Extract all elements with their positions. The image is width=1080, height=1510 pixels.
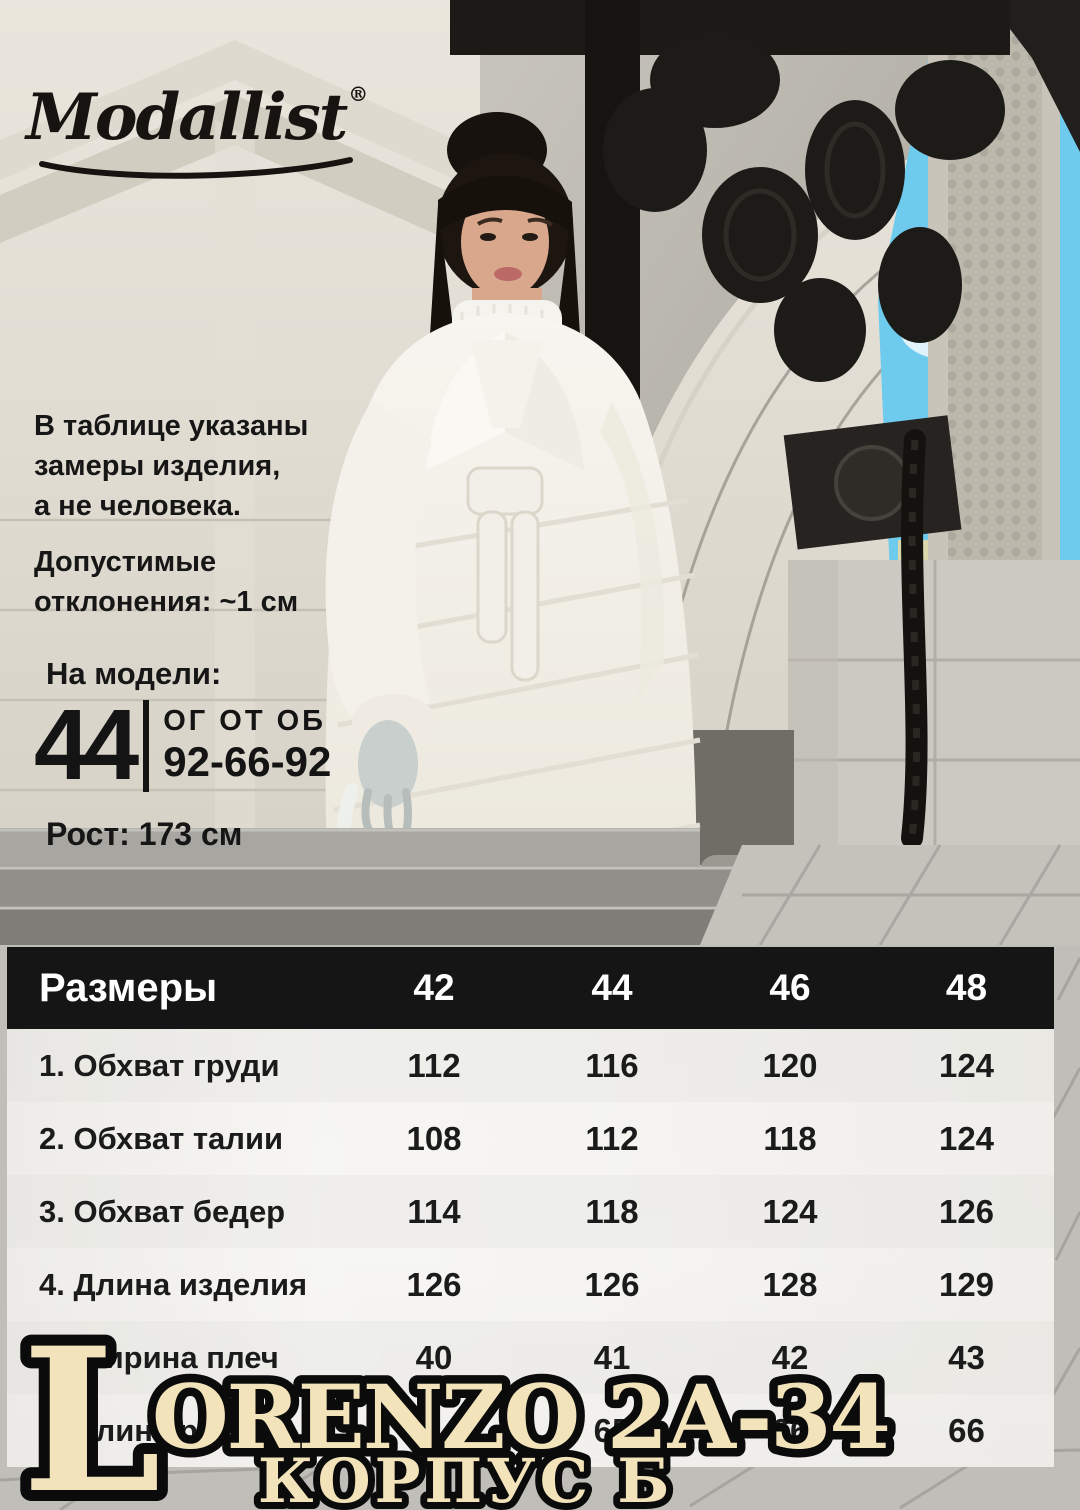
on-model-label: На модели: <box>46 656 222 691</box>
size-column-48: 48 <box>945 967 988 1008</box>
note-line: а не человека. <box>34 490 241 522</box>
table-row-length: 4. Длина изделия 126 126 128 129 <box>7 1248 1054 1321</box>
table-cell: 128 <box>762 1265 818 1303</box>
tolerance-line: Допустимые <box>34 546 217 578</box>
brand-logo: Modallist ® <box>26 82 368 150</box>
size-table-body: 1. Обхват груди 112 116 120 124 2. Обхва… <box>7 1029 1054 1467</box>
watermark-initial: L <box>22 1304 161 1510</box>
table-cell: 118 <box>585 1192 639 1230</box>
table-cell: 112 <box>585 1119 639 1157</box>
model-measurements: ОГ ОТ ОБ 92-66-92 <box>163 705 331 786</box>
size-column-46: 46 <box>769 967 811 1008</box>
table-cell: 40 <box>415 1338 453 1376</box>
table-cell: 126 <box>584 1265 640 1303</box>
size-column-42: 42 <box>413 967 455 1008</box>
table-cell: 124 <box>938 1046 995 1084</box>
model-height: Рост: 173 см <box>46 816 243 852</box>
table-row-shoulders: 5. Ширина плеч 40 41 42 43 <box>7 1321 1054 1394</box>
model-size-block: 44 ОГ ОТ ОБ 92-66-92 <box>34 689 331 801</box>
brand-logo-text: Modallist <box>26 80 348 155</box>
tolerance-line: отклонения: ~1 см <box>34 586 299 618</box>
note-line: В таблице указаны <box>34 410 309 442</box>
table-cell: 118 <box>763 1119 817 1157</box>
table-cell: 66 <box>771 1411 809 1449</box>
row-label: 6. Длина рукава <box>39 1412 284 1448</box>
table-cell: 124 <box>762 1192 818 1230</box>
table-row-hips: 3. Обхват бедер 114 118 124 126 <box>7 1175 1054 1248</box>
row-label: 3. Обхват бедер <box>39 1193 286 1229</box>
table-cell: 129 <box>938 1265 995 1303</box>
table-cell: 43 <box>948 1338 985 1376</box>
table-row-waist: 2. Обхват талии 108 112 118 124 <box>7 1102 1054 1175</box>
size-divider <box>143 699 150 792</box>
table-cell: 124 <box>938 1119 995 1157</box>
row-label: 4. Длина изделия <box>39 1266 308 1302</box>
watermark-title: ORENZO 2А-34 <box>152 1365 889 1469</box>
table-cell: 116 <box>585 1046 639 1084</box>
table-cell: 41 <box>593 1338 631 1376</box>
registered-mark-icon: ® <box>348 82 368 106</box>
model <box>311 112 701 945</box>
table-cell: 42 <box>771 1338 809 1376</box>
table-cell: 120 <box>762 1046 818 1084</box>
size-table-header: Размеры 42 44 46 48 <box>7 947 1054 1029</box>
watermark-subtitle: КОРПУС Б <box>258 1446 674 1510</box>
measurements-header: ОГ ОТ ОБ <box>163 705 327 737</box>
table-note: В таблице указаны замеры изделия, а не ч… <box>34 406 308 526</box>
row-label: 2. Обхват талии <box>39 1120 284 1156</box>
table-row-sleeve: 6. Длина рукава 65 66 66 <box>7 1394 1054 1467</box>
row-label: 1. Обхват груди <box>39 1047 280 1083</box>
table-cell: 126 <box>938 1192 995 1230</box>
table-cell: 114 <box>407 1192 461 1230</box>
watermark: L ORENZO 2А-34 КОРПУС Б <box>11 1293 899 1510</box>
table-cell: 126 <box>406 1265 462 1303</box>
table-cell: 112 <box>407 1046 461 1084</box>
size-table-title: Размеры <box>39 965 218 1010</box>
table-row-chest: 1. Обхват груди 112 116 120 124 <box>7 1029 1054 1102</box>
size-column-44: 44 <box>591 967 633 1008</box>
tolerance-note: Допустимые отклонения: ~1 см <box>34 542 298 622</box>
logo-swash-underline <box>39 157 353 179</box>
table-cell: 66 <box>948 1411 985 1449</box>
measurements-values: 92-66-92 <box>163 738 332 785</box>
table-cell: 65 <box>593 1411 631 1449</box>
model-size: 44 <box>34 689 139 801</box>
size-table: Размеры 42 44 46 48 1. Обхват груди 112 … <box>7 947 1054 1467</box>
note-line: замеры изделия, <box>34 450 281 482</box>
table-cell: 108 <box>406 1119 462 1157</box>
row-label: 5. Ширина плеч <box>39 1339 279 1375</box>
